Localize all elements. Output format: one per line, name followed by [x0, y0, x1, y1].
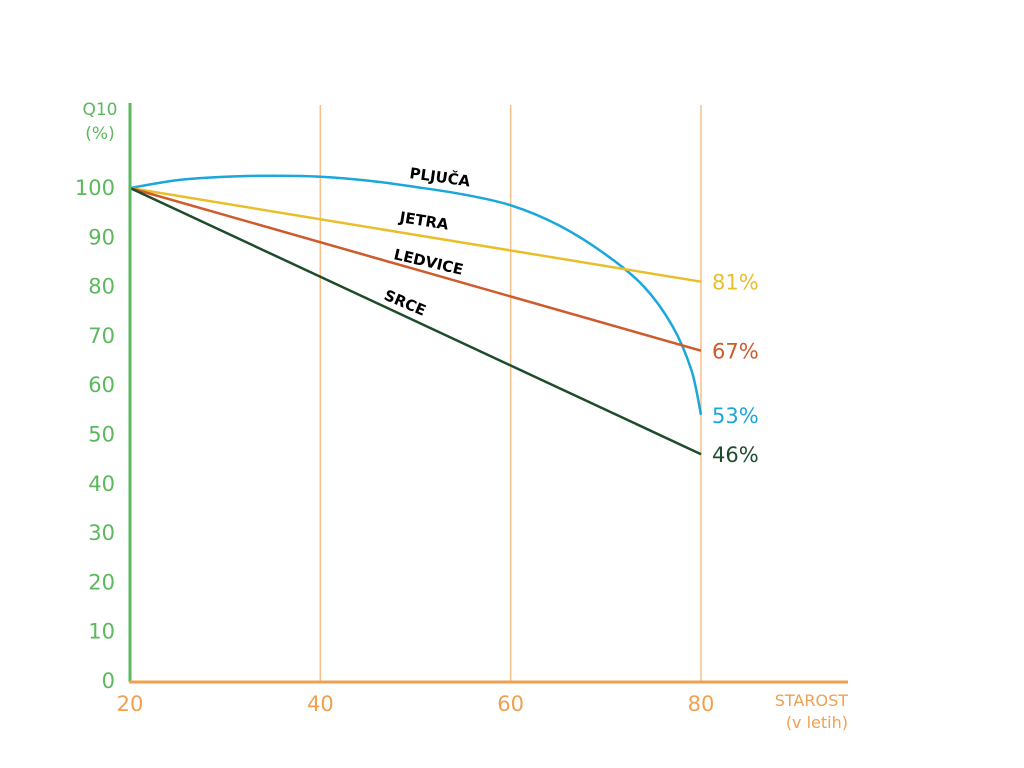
x-tick-60: 60 — [497, 692, 524, 716]
end-label-ledvice: 67% — [712, 340, 759, 364]
series-line-pljuca — [129, 174, 703, 416]
end-label-pljuca: 53% — [712, 404, 759, 428]
series-lines — [129, 174, 703, 456]
series-label-srce: SRCE — [381, 286, 428, 320]
y-tick-80: 80 — [88, 275, 115, 299]
y-tick-40: 40 — [88, 472, 115, 496]
series-line-srce — [129, 186, 702, 456]
y-tick-20: 20 — [88, 570, 115, 594]
y-tick-100: 100 — [75, 176, 115, 200]
y-tick-30: 30 — [88, 521, 115, 545]
y-tick-10: 10 — [88, 620, 115, 644]
y-axis-label-line1: Q10 — [82, 100, 117, 120]
y-tick-60: 60 — [88, 373, 115, 397]
end-label-srce: 46% — [712, 443, 759, 467]
x-axis-label-line2: (v letih) — [786, 713, 848, 732]
series-line-ledvice — [129, 186, 702, 352]
y-tick-90: 90 — [88, 225, 115, 249]
series-line-jetra — [129, 186, 702, 283]
x-tick-40: 40 — [307, 692, 334, 716]
grid-lines — [319, 105, 702, 681]
x-tick-20: 20 — [117, 692, 144, 716]
x-axis-label-line1: STAROST — [775, 691, 849, 710]
end-label-jetra: 81% — [712, 271, 759, 295]
series-end-labels: 53% 81% 67% 46% — [712, 271, 759, 468]
x-tick-80: 80 — [688, 692, 715, 716]
y-tick-labels: 0 10 20 30 40 50 60 70 80 90 100 — [75, 176, 115, 693]
y-tick-0: 0 — [102, 669, 115, 693]
y-tick-50: 50 — [88, 423, 115, 447]
y-tick-70: 70 — [88, 324, 115, 348]
x-tick-labels: 20 40 60 80 — [117, 692, 715, 716]
series-label-jetra: JETRA — [397, 208, 450, 234]
y-axis-label-line2: (%) — [85, 124, 114, 144]
